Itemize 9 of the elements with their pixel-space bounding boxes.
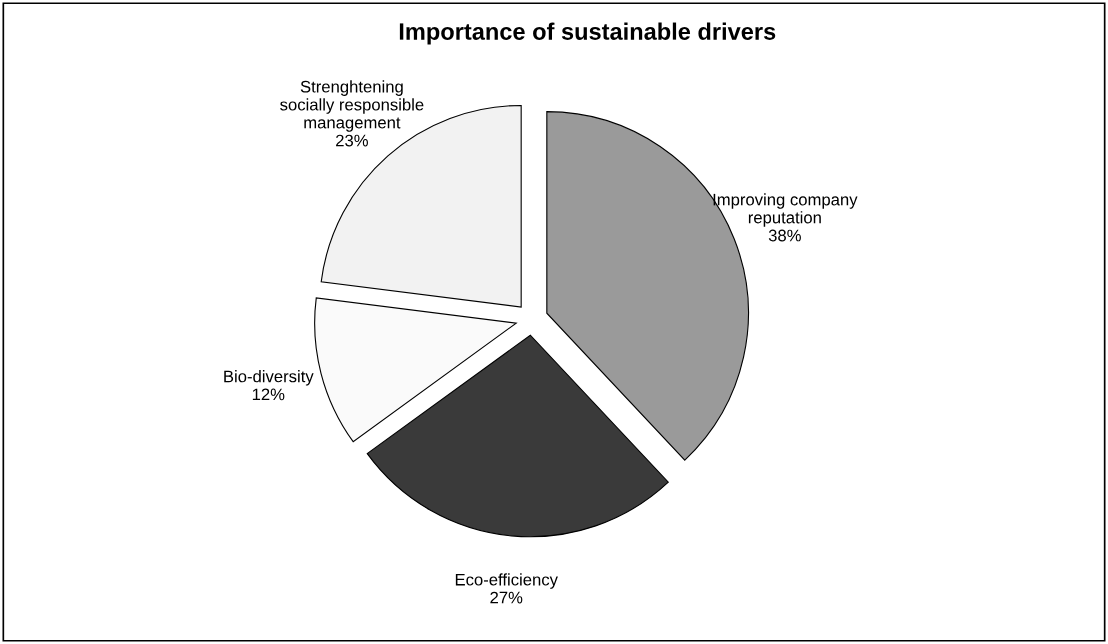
slice-label: Eco-efficiency: [455, 573, 558, 589]
slice-label: Improving company reputation: [713, 193, 858, 227]
data-label: 27%: [490, 591, 523, 604]
slice-label: Strenghtening socially responsible management: [280, 80, 424, 132]
data-label: 38%: [768, 229, 801, 242]
slice-label: Bio-diversity: [224, 370, 314, 386]
data-label: 23%: [336, 134, 368, 147]
chart-title: Importance of sustainable drivers: [399, 22, 776, 45]
data-label: 12%: [252, 388, 285, 401]
